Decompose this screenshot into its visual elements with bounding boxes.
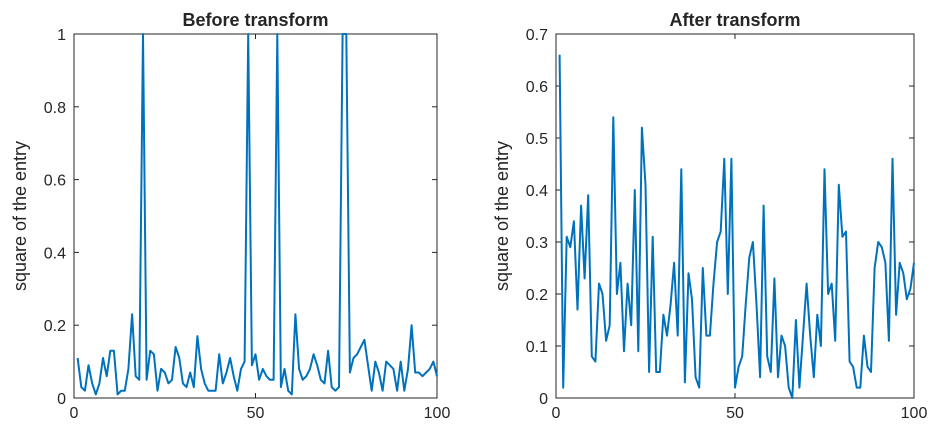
y-axis-label: square of the entry [10, 141, 30, 291]
y-tick-label: 0 [57, 391, 66, 408]
y-tick-label: 0.3 [526, 235, 548, 252]
y-tick-label: 0 [539, 391, 548, 408]
y-tick-label: 0.8 [44, 100, 66, 117]
y-tick-label: 0.4 [526, 183, 548, 200]
chart-title: After transform [669, 10, 800, 30]
y-tick-label: 0.6 [44, 173, 66, 190]
series-line [558, 54, 915, 399]
x-tick-label: 100 [424, 405, 451, 422]
y-tick-label: 0.5 [526, 131, 548, 148]
chart-after-transform: After transform square of the entry 0 50 1… [492, 10, 927, 422]
y-tick-label: 0.2 [526, 287, 548, 304]
axis-ticks: 0 50 100 0 0.2 0.4 0.6 0.8 1 [44, 27, 451, 422]
y-tick-label: 0.4 [44, 245, 66, 262]
x-tick-label: 50 [247, 405, 265, 422]
y-tick-label: 0.2 [44, 318, 66, 335]
x-tick-label: 100 [901, 405, 928, 422]
x-tick-label: 0 [552, 405, 561, 422]
series-line [76, 33, 438, 396]
plot-area [73, 33, 438, 399]
x-tick-label: 50 [726, 405, 744, 422]
chart-before-transform: Before transform square of the entry 0 50… [10, 10, 450, 422]
y-tick-label: 0.1 [526, 339, 548, 356]
y-axis-label: square of the entry [492, 141, 512, 291]
chart-title: Before transform [182, 10, 328, 30]
y-tick-label: 0.6 [526, 79, 548, 96]
axis-ticks: 0 50 100 0 0.1 0.2 0.3 0.4 0.5 0.6 0.7 [526, 27, 928, 422]
y-tick-label: 0.7 [526, 27, 548, 44]
x-tick-label: 0 [70, 405, 79, 422]
y-tick-label: 1 [57, 27, 66, 44]
